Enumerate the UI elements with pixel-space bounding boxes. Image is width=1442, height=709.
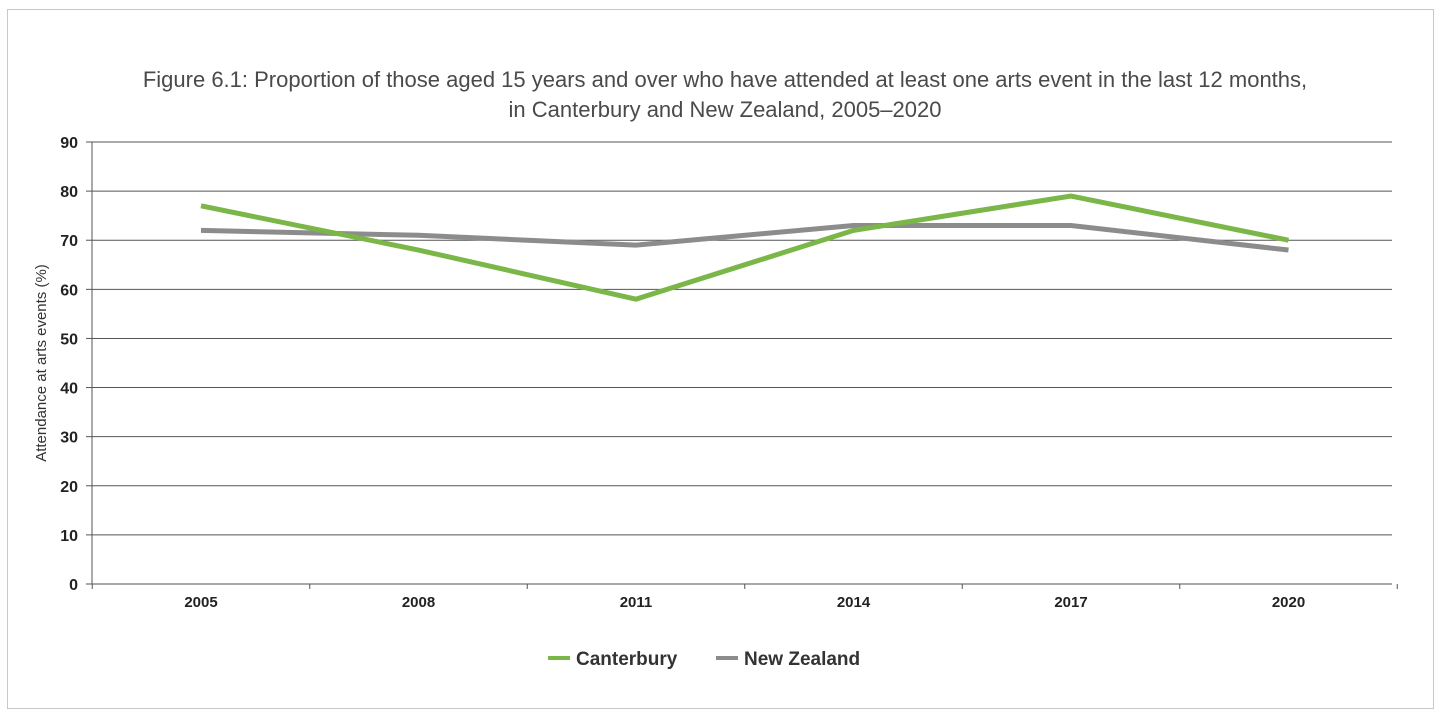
y-tick-label: 40 — [60, 381, 78, 398]
line-chart: Figure 6.1: Proportion of those aged 15 … — [33, 67, 1398, 670]
y-tick-label: 30 — [60, 430, 78, 447]
chart-frame — [7, 9, 1434, 709]
series-lines — [200, 193, 1289, 302]
chart-title-line1: Figure 6.1: Proportion of those aged 15 … — [143, 67, 1307, 92]
legend-label-new-zealand: New Zealand — [744, 649, 860, 670]
x-tick-labels: 2005 2008 2011 2014 2017 2020 — [184, 594, 1305, 611]
x-tick-label: 2014 — [837, 594, 871, 611]
x-tick-label: 2008 — [402, 594, 435, 611]
y-tick-label: 60 — [60, 282, 78, 299]
x-tick-label: 2011 — [620, 594, 653, 611]
y-tick-labels: 0 10 20 30 40 50 60 70 80 90 — [60, 135, 78, 594]
series-line-canterbury — [200, 193, 1289, 302]
legend-label-canterbury: Canterbury — [576, 649, 678, 670]
gridlines — [92, 141, 1392, 536]
x-tick-label: 2005 — [184, 594, 217, 611]
x-tick-label: 2017 — [1054, 594, 1087, 611]
x-tick-label: 2020 — [1272, 594, 1305, 611]
y-tick-label: 90 — [60, 135, 78, 152]
y-tick-label: 20 — [60, 479, 78, 496]
y-tick-label: 50 — [60, 331, 78, 348]
y-tick-label: 80 — [60, 184, 78, 201]
y-tick-label: 10 — [60, 528, 78, 545]
chart-title-line2: in Canterbury and New Zealand, 2005–2020 — [509, 97, 942, 122]
y-axis-label: Attendance at arts events (%) — [33, 264, 50, 462]
legend[interactable]: Canterbury New Zealand — [548, 649, 860, 670]
series-line-new-zealand — [200, 222, 1289, 253]
axes — [86, 141, 1398, 589]
y-tick-label: 70 — [60, 233, 78, 250]
y-tick-label: 0 — [69, 577, 78, 594]
